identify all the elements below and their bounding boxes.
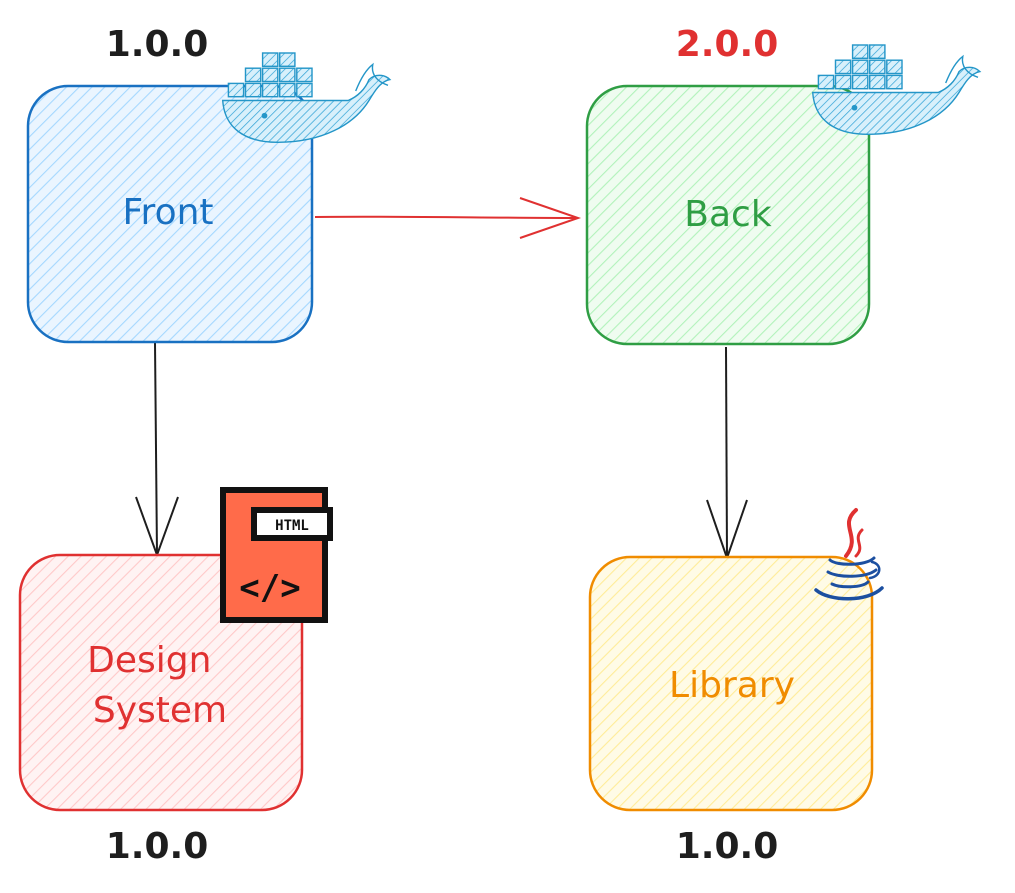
- edge-back-to-library: [706, 346, 748, 562]
- node-library-box: [588, 555, 874, 812]
- edge-front-to-back: [314, 197, 582, 239]
- node-back-box: [585, 84, 871, 346]
- html-code-text: </>: [239, 568, 300, 608]
- node-library-label: Library: [669, 665, 795, 706]
- node-back-version: 2.0.0: [676, 24, 779, 65]
- node-front[interactable]: Front: [26, 84, 314, 344]
- java-icon: [814, 508, 884, 601]
- node-back[interactable]: Back: [585, 84, 871, 346]
- node-library-version: 1.0.0: [676, 826, 779, 867]
- html-tag-text: HTML: [275, 518, 309, 534]
- edge-front-to-design-system: [135, 342, 179, 558]
- node-design-system-version: 1.0.0: [106, 826, 209, 867]
- node-design-system-label: Design System: [87, 640, 227, 731]
- node-library[interactable]: Library: [588, 555, 874, 812]
- html-file-icon: HTML </>: [220, 487, 333, 623]
- node-front-box: [26, 84, 314, 344]
- node-front-label: Front: [122, 192, 213, 233]
- node-front-version: 1.0.0: [106, 24, 209, 65]
- node-back-label: Back: [684, 194, 772, 235]
